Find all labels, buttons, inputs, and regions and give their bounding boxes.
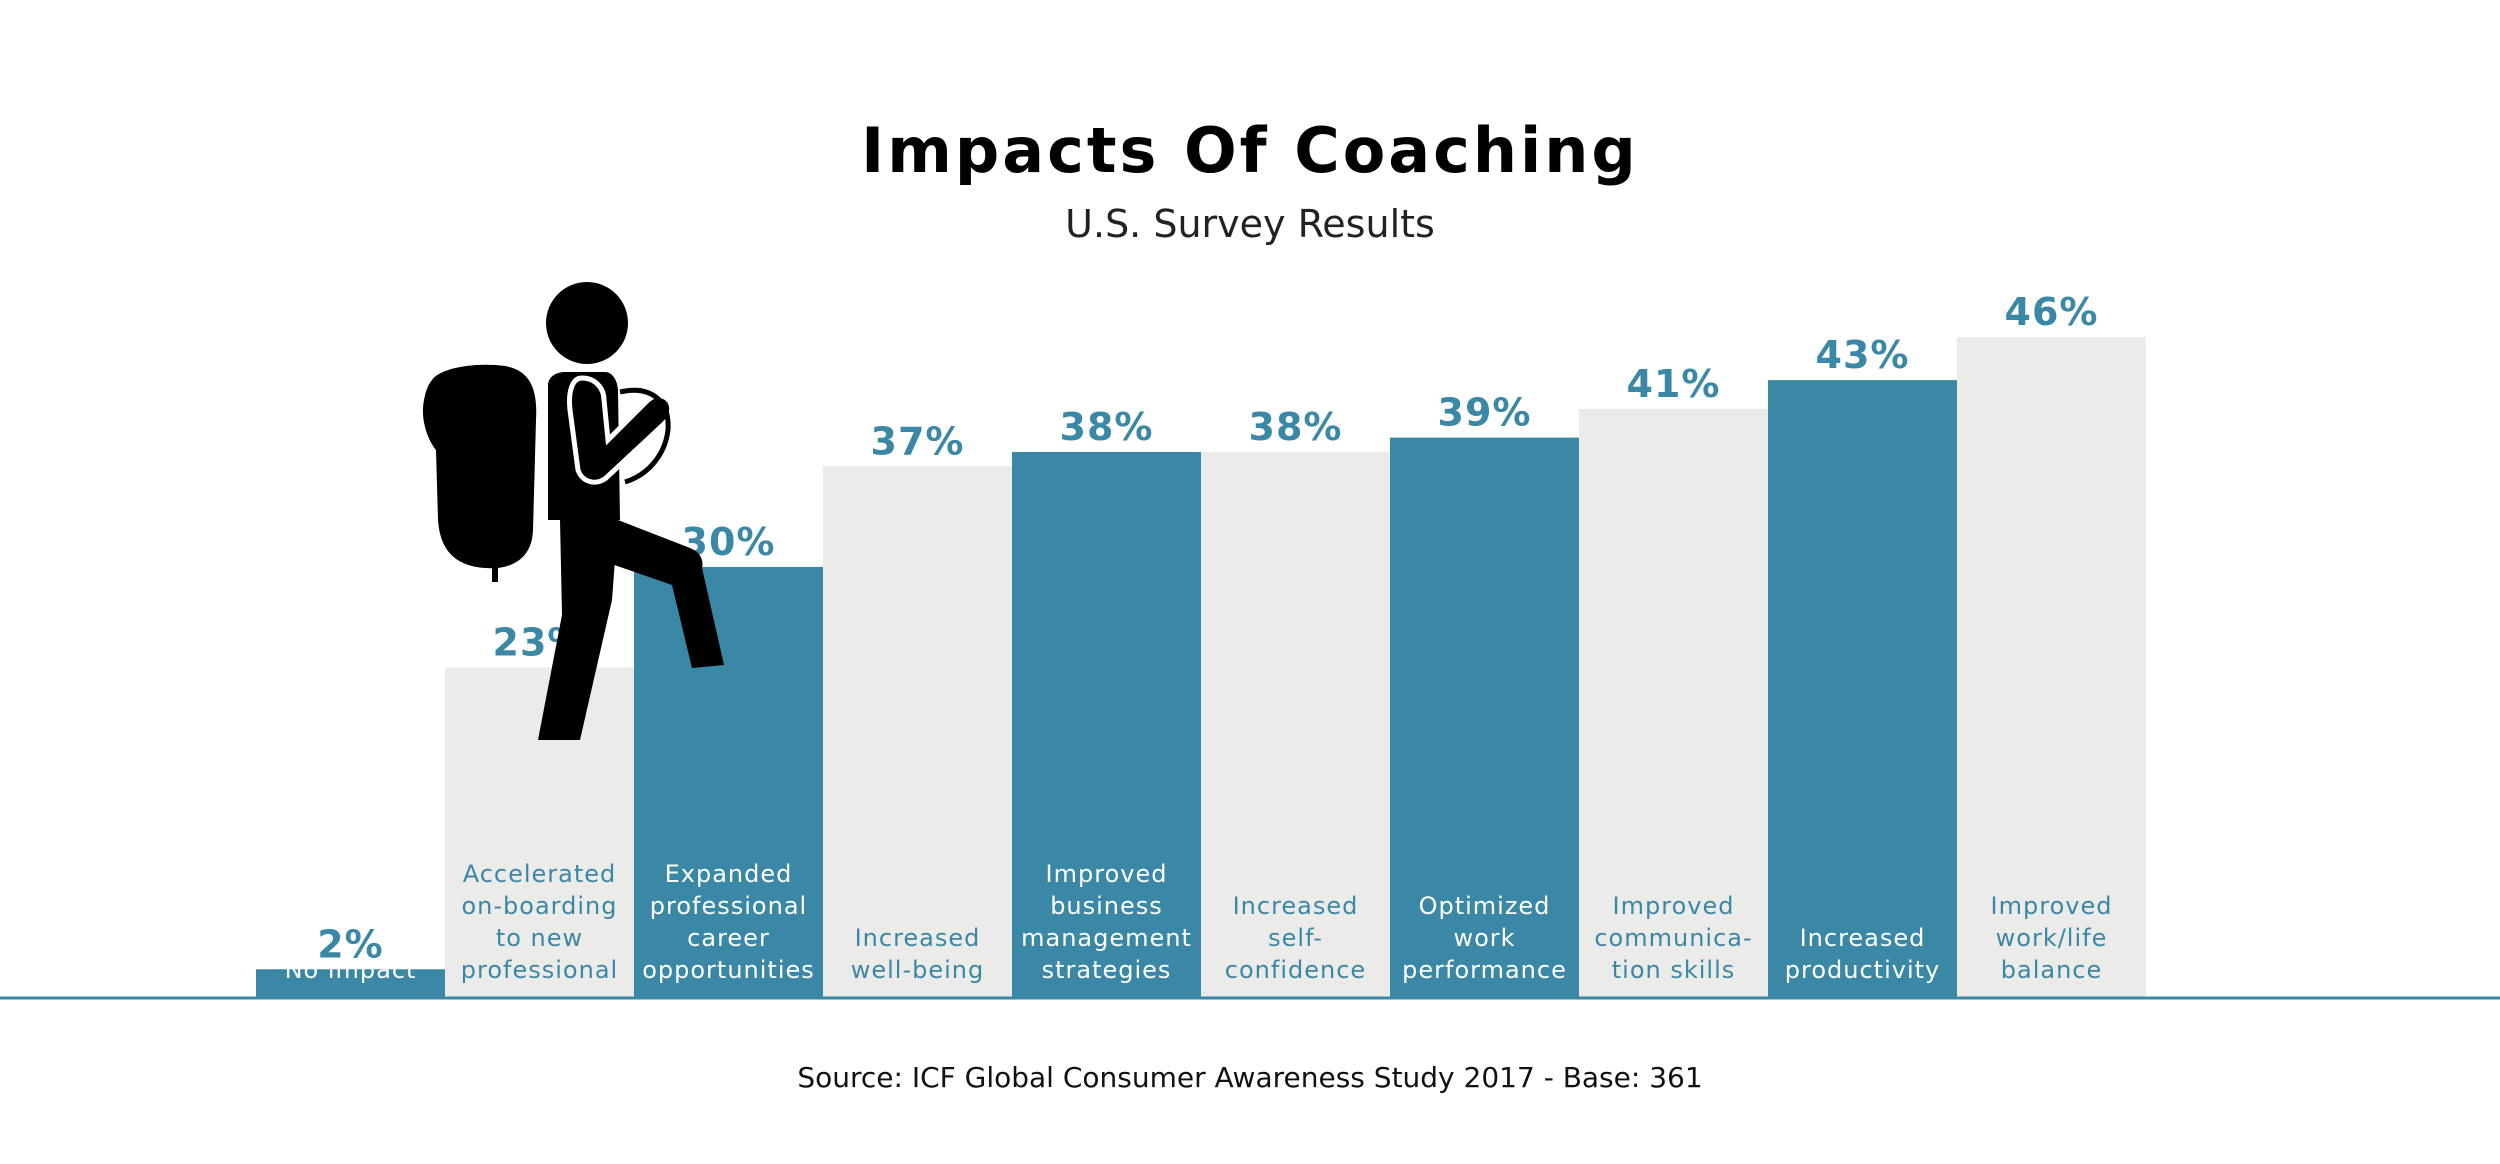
hiker-icon xyxy=(422,282,724,740)
category-label-9: Increased productivity xyxy=(1785,924,1940,984)
category-label-line: management xyxy=(1021,924,1192,952)
bar-5 xyxy=(1012,451,1201,998)
category-label-line: balance xyxy=(2001,956,2103,984)
category-label-line: well-being xyxy=(851,956,985,984)
bars-group xyxy=(256,337,2146,999)
bar-4 xyxy=(823,466,1012,999)
category-label-line: performance xyxy=(1402,956,1567,984)
value-label-4: 37% xyxy=(871,419,965,463)
category-label-5: Improved business management strategies xyxy=(1021,860,1192,984)
category-label-6: Increased self-confidence xyxy=(1225,892,1366,984)
category-label-line: Expanded xyxy=(665,860,793,888)
category-label-line: confidence xyxy=(1225,956,1366,984)
bar-2 xyxy=(445,667,634,998)
bar-6 xyxy=(1201,451,1390,998)
category-label-line: Improved xyxy=(1046,860,1168,888)
category-label-line: No impact xyxy=(285,956,417,984)
category-label-line: Optimized xyxy=(1419,892,1551,920)
category-label-line: communica- xyxy=(1594,924,1752,952)
bar-7 xyxy=(1390,437,1579,999)
value-label-1: 2% xyxy=(317,922,384,966)
category-label-2: Accelerated on-boarding to new professional xyxy=(461,860,618,984)
category-label-line: Improved xyxy=(1613,892,1735,920)
bar-3 xyxy=(634,566,823,998)
value-label-9: 43% xyxy=(1816,333,1910,377)
category-label-line: career xyxy=(687,924,770,952)
category-label-line: self- xyxy=(1268,924,1323,952)
category-label-line: Improved xyxy=(1991,892,2113,920)
category-label-line: strategies xyxy=(1042,956,1172,984)
category-label-7: Optimized work performance xyxy=(1402,892,1567,984)
category-label-line: business xyxy=(1050,892,1163,920)
category-label-line: on-boarding xyxy=(462,892,618,920)
value-label-8: 41% xyxy=(1627,362,1721,406)
category-label-line: opportunities xyxy=(642,956,815,984)
category-label-line: Increased xyxy=(1800,924,1926,952)
value-label-7: 39% xyxy=(1438,391,1532,435)
category-label-4: Increased well-being xyxy=(851,924,985,984)
category-label-8: Improved communica-tion skills xyxy=(1594,892,1752,984)
category-label-line: professional xyxy=(650,892,807,920)
category-label-line: tion skills xyxy=(1612,956,1736,984)
value-label-5: 38% xyxy=(1060,405,1154,449)
value-labels-group: 2%23%30%37% 38% 38% 39%41%43%46% xyxy=(317,290,2099,966)
category-label-line: to new xyxy=(496,924,583,952)
category-label-line: work xyxy=(1453,924,1515,952)
bar-8 xyxy=(1579,408,1768,998)
category-label-3: Expanded professional career opportunities xyxy=(642,860,815,984)
bar-1 xyxy=(256,969,445,998)
value-label-6: 38% xyxy=(1249,405,1343,449)
chart-subtitle: U.S. Survey Results xyxy=(1065,202,1435,246)
category-label-line: professional xyxy=(461,956,618,984)
category-label-line: productivity xyxy=(1785,956,1940,984)
chart-title: Impacts Of Coaching xyxy=(861,114,1639,187)
source-note: Source: ICF Global Consumer Awareness St… xyxy=(797,1061,1702,1094)
category-label-line: Accelerated xyxy=(463,860,617,888)
category-label-line: work/life xyxy=(1996,924,2108,952)
category-label-line: Increased xyxy=(1233,892,1359,920)
category-label-line: Increased xyxy=(855,924,981,952)
value-label-10: 46% xyxy=(2005,290,2099,334)
category-label-1: No impact xyxy=(285,956,417,984)
category-label-10: Improved work/life balance xyxy=(1991,892,2113,984)
bar-10 xyxy=(1957,337,2146,998)
bar-9 xyxy=(1768,380,1957,998)
category-labels-group: No impact Accelerated on-boarding to new pro… xyxy=(285,860,2113,984)
